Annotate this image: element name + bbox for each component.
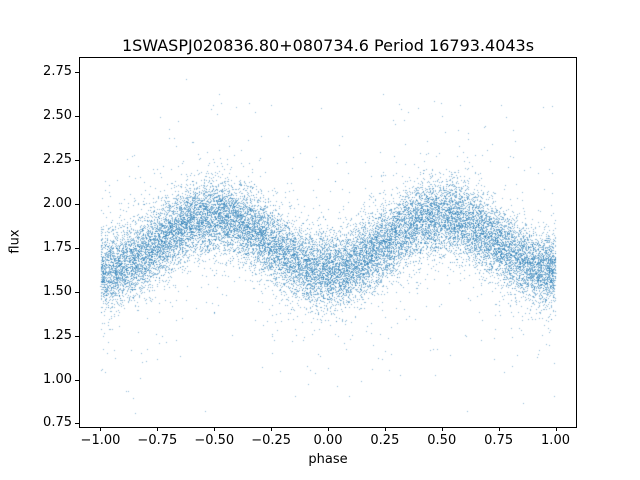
x-tick-label: 0.50 — [427, 433, 457, 448]
y-tick-label: 0.75 — [43, 415, 72, 431]
y-tick-mark — [75, 291, 79, 293]
x-tick-mark — [555, 427, 557, 431]
x-tick-label: −0.25 — [251, 433, 292, 448]
scatter-canvas — [80, 58, 576, 427]
x-tick-mark — [328, 427, 329, 431]
y-tick-mark — [75, 115, 79, 117]
plot-area — [79, 57, 577, 428]
x-tick-label: −1.00 — [80, 433, 121, 448]
x-tick-mark — [100, 427, 102, 431]
y-tick-label: 1.00 — [43, 371, 72, 387]
x-tick-label: 0.00 — [313, 433, 343, 448]
x-tick-label: −0.75 — [137, 433, 178, 448]
y-tick-mark — [75, 379, 79, 381]
x-tick-mark — [271, 427, 273, 431]
x-tick-mark — [157, 427, 159, 431]
chart-title: 1SWASPJ020836.80+080734.6 Period 16793.4… — [121, 36, 535, 55]
y-tick-mark — [75, 72, 79, 74]
x-tick-mark — [441, 427, 443, 431]
y-tick-label: 1.50 — [43, 283, 72, 299]
y-tick-label: 1.25 — [43, 327, 72, 343]
y-tick-label: 2.00 — [43, 195, 72, 211]
x-tick-mark — [498, 427, 500, 431]
x-tick-label: 0.75 — [484, 433, 514, 448]
y-tick-mark — [75, 423, 79, 425]
y-tick-mark — [75, 247, 79, 249]
x-tick-label: −0.50 — [194, 433, 235, 448]
x-tick-label: 1.00 — [541, 433, 570, 448]
y-tick-mark — [75, 335, 79, 337]
x-tick-label: 0.25 — [370, 433, 400, 448]
y-tick-label: 2.75 — [43, 64, 72, 80]
x-axis-label: phase — [308, 452, 348, 467]
y-tick-label: 1.75 — [43, 239, 72, 255]
y-tick-mark — [75, 159, 79, 161]
x-tick-mark — [384, 427, 386, 431]
y-tick-label: 2.50 — [43, 107, 72, 123]
y-tick-mark — [75, 203, 79, 205]
y-tick-label: 2.25 — [43, 151, 72, 167]
x-tick-mark — [214, 427, 216, 431]
